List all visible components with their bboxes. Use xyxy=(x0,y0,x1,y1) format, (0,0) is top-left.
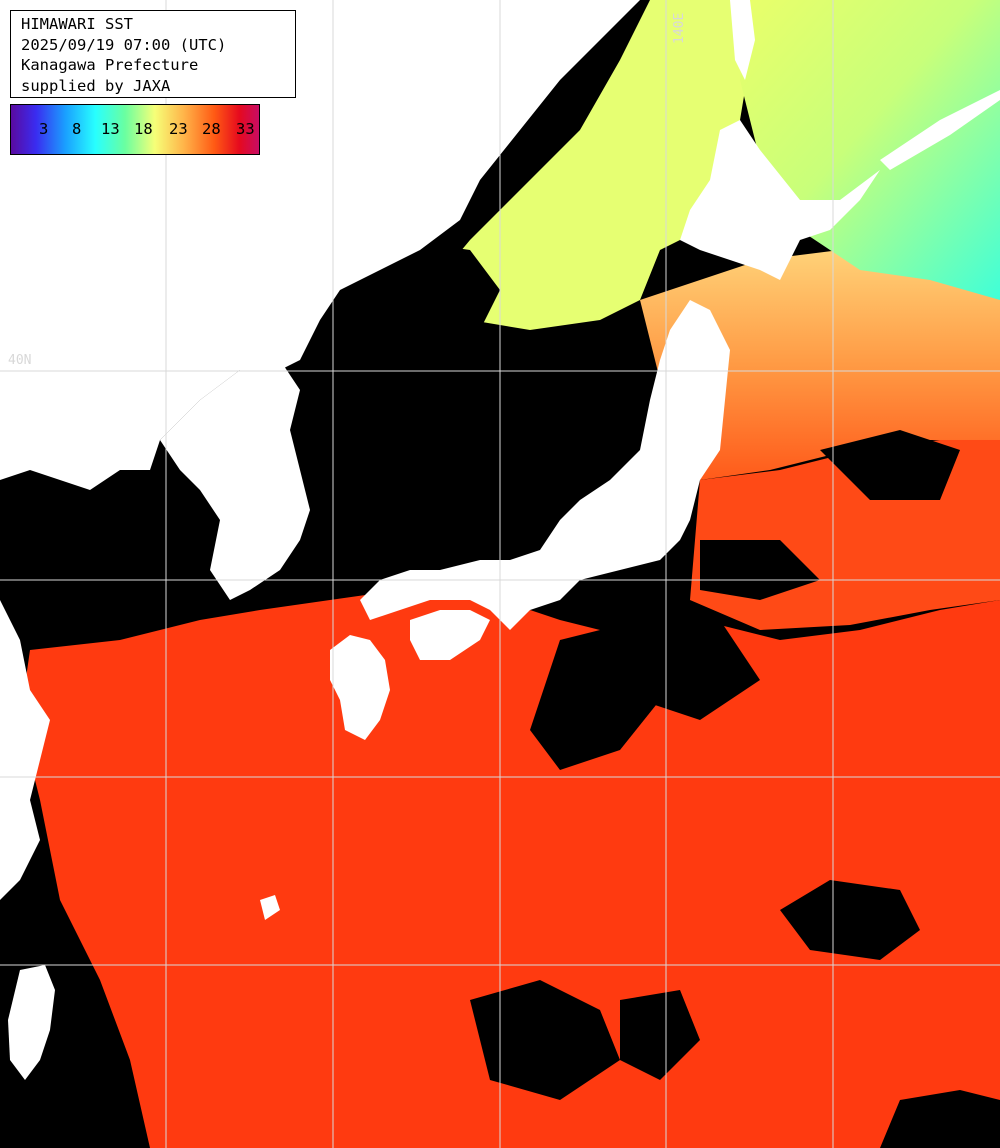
land-shikoku xyxy=(410,610,490,660)
sea-yellow-region xyxy=(420,0,760,330)
map-credit: supplied by JAXA xyxy=(21,76,171,95)
land-taiwan xyxy=(8,965,55,1080)
cloud-patch xyxy=(820,430,960,500)
legend-tick: 13 xyxy=(101,120,120,138)
longitude-label-140e: 140E xyxy=(672,12,687,44)
cloud-patch xyxy=(470,980,620,1100)
map-region: Kanagawa Prefecture xyxy=(21,56,199,74)
legend-tick: 28 xyxy=(202,120,221,138)
map-timestamp: 2025/09/19 07:00 (UTC) xyxy=(21,35,227,54)
cloud-patch xyxy=(620,990,700,1080)
legend-tick: 23 xyxy=(169,120,188,138)
info-box: HIMAWARI SST 2025/09/19 07:00 (UTC) Kana… xyxy=(10,10,296,98)
latitude-label-40n: 40N xyxy=(8,353,32,368)
cloud-patch xyxy=(880,1090,1000,1148)
color-legend: 3 8 13 18 23 28 33 xyxy=(10,104,260,155)
land-honshu xyxy=(360,300,730,630)
sea-warm-region xyxy=(20,590,1000,1148)
land-ryukyu xyxy=(260,895,280,920)
land-china-coast xyxy=(0,600,50,900)
legend-tick: 33 xyxy=(236,120,255,138)
land-kuril xyxy=(880,90,1000,170)
legend-tick: 8 xyxy=(72,120,82,138)
legend-tick: 18 xyxy=(134,120,153,138)
land-sakhalin xyxy=(730,0,755,80)
land-hokkaido xyxy=(680,120,880,280)
legend-tick: 3 xyxy=(39,120,49,138)
cloud-patch xyxy=(700,540,820,600)
cloud-patch xyxy=(600,600,760,720)
land-kyushu xyxy=(330,635,390,740)
map-title: HIMAWARI SST xyxy=(21,15,133,33)
sea-orange-region xyxy=(640,250,1000,480)
cloud-patch xyxy=(780,880,920,960)
land-korea xyxy=(160,360,310,600)
